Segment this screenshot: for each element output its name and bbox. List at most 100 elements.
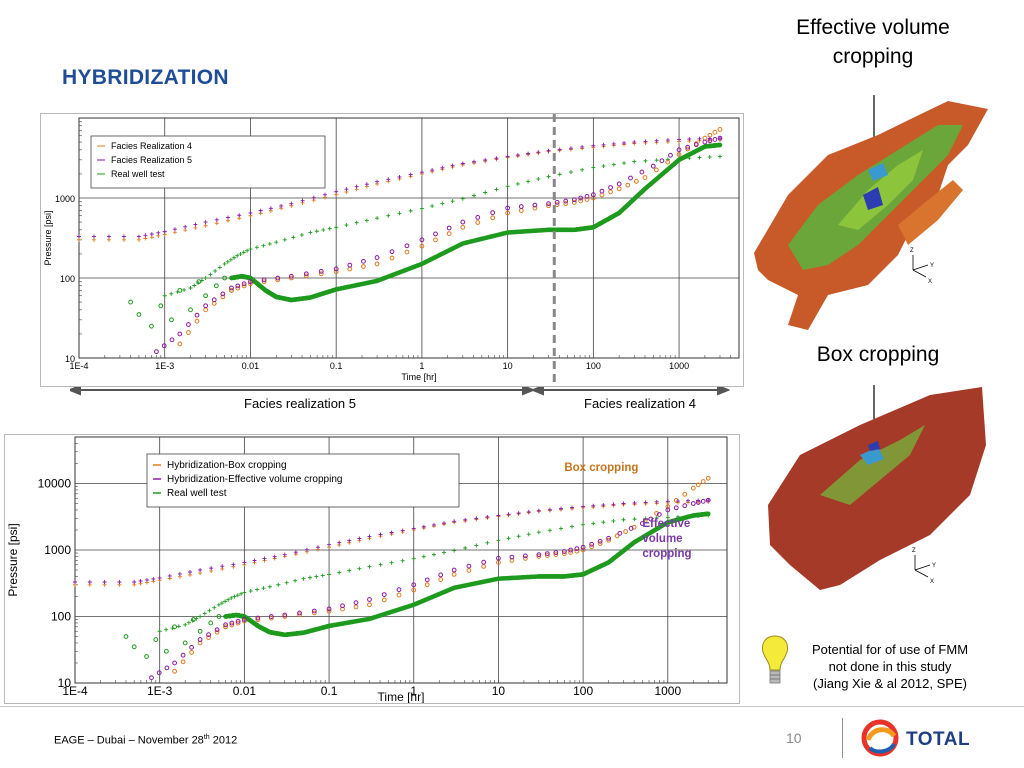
- derivative-point: [460, 161, 465, 166]
- derivative-point: [347, 538, 352, 543]
- top-pressure-chart: 1E-4 1E-3 0.01 0.1 1 10 100 1000 10 100 1000 Time […: [40, 113, 744, 387]
- derivative-point: [419, 170, 424, 175]
- derivative-point: [696, 513, 701, 518]
- pressure-point: [222, 275, 228, 281]
- pressure-point: [616, 186, 622, 192]
- derivative-point: [235, 593, 240, 598]
- pressure-point: [685, 146, 691, 152]
- pressure-point: [642, 517, 648, 523]
- pressure-point: [475, 214, 481, 220]
- derivative-point: [177, 571, 182, 576]
- pressure-point: [597, 541, 603, 546]
- pressure-point: [656, 512, 662, 517]
- pressure-point: [361, 258, 366, 264]
- pressure-point: [177, 331, 183, 337]
- derivative-point: [217, 265, 222, 270]
- pressure-point: [584, 197, 590, 202]
- derivative-point: [386, 177, 391, 182]
- derivative-point: [621, 501, 626, 506]
- pressure-point: [248, 281, 253, 287]
- pressure-point: [481, 559, 487, 565]
- pressure-point: [614, 533, 620, 539]
- pressure-point: [705, 475, 711, 481]
- well-test-point: [717, 142, 723, 148]
- derivative-point: [237, 213, 242, 218]
- derivative-point: [717, 154, 722, 159]
- pressure-point: [255, 617, 261, 623]
- derivative-point: [463, 545, 468, 550]
- derivative-point: [706, 513, 711, 518]
- pressure-point: [584, 193, 590, 199]
- derivative-point: [357, 536, 362, 541]
- derivative-point: [300, 198, 305, 203]
- pressure-point: [690, 501, 696, 506]
- derivative-point: [654, 499, 659, 504]
- derivative-point: [516, 511, 521, 516]
- derivative-point: [474, 543, 479, 548]
- derivative-point: [601, 503, 606, 508]
- derivative-point: [611, 518, 616, 523]
- pressure-point: [536, 552, 542, 558]
- pressure-point: [685, 144, 691, 150]
- derivative-point: [611, 141, 616, 146]
- derivative-point: [643, 139, 648, 144]
- pressure-point: [131, 644, 137, 650]
- series-facies-realization-5-pressure-: [154, 135, 723, 355]
- derivative-point: [408, 208, 413, 213]
- x-tick-label: 0.01: [242, 361, 260, 371]
- derivative-point: [686, 514, 691, 519]
- facies-realization-4-label: Facies realization 4: [584, 396, 696, 411]
- pressure-point: [532, 205, 538, 211]
- derivative-point: [282, 237, 287, 242]
- pressure-point: [169, 317, 174, 323]
- pressure-point: [404, 243, 410, 249]
- derivative-point: [304, 547, 309, 552]
- pressure-point: [546, 203, 551, 209]
- derivative-point: [208, 272, 213, 277]
- derivative-point: [364, 182, 369, 187]
- pressure-point: [546, 201, 551, 207]
- derivative-point: [207, 608, 212, 613]
- derivative-point: [378, 562, 383, 567]
- pressure-point: [340, 606, 345, 612]
- footer-divider: [0, 706, 1024, 707]
- pressure-point: [154, 349, 159, 355]
- derivative-point: [282, 552, 287, 557]
- pressure-point: [158, 303, 164, 309]
- pressure-point: [606, 537, 612, 543]
- pressure-point: [532, 202, 538, 208]
- derivative-point: [622, 161, 627, 166]
- derivative-point: [463, 517, 468, 522]
- pressure-point: [608, 185, 613, 190]
- fmm-note: Potential for of use of FMM not done in …: [792, 641, 988, 692]
- derivative-point: [547, 528, 552, 533]
- derivative-point: [198, 614, 203, 619]
- derivative-point: [665, 515, 670, 520]
- pressure-point: [297, 612, 302, 618]
- derivative-point: [686, 498, 691, 503]
- derivative-point: [421, 554, 426, 559]
- pressure-point: [424, 577, 430, 583]
- pressure-point: [235, 285, 241, 291]
- pressure-point: [446, 231, 452, 237]
- derivative-point: [431, 552, 436, 557]
- derivative-point: [632, 140, 637, 145]
- derivative-point: [621, 517, 626, 522]
- derivative-point: [505, 184, 510, 189]
- pressure-point: [717, 127, 723, 132]
- pressure-point: [648, 516, 654, 522]
- pressure-point: [235, 283, 241, 289]
- y-tick-label: 100: [60, 274, 75, 284]
- derivative-point: [232, 255, 237, 260]
- pressure-point: [665, 507, 671, 513]
- pressure-point: [563, 198, 569, 204]
- derivative-point: [187, 569, 192, 574]
- pressure-point: [553, 550, 559, 555]
- pressure-point: [203, 303, 209, 309]
- pressure-point: [693, 142, 699, 148]
- derivative-point: [136, 234, 141, 239]
- pressure-point: [561, 551, 567, 557]
- pressure-point: [536, 554, 542, 559]
- pressure-point: [241, 618, 247, 624]
- pressure-point: [411, 582, 417, 588]
